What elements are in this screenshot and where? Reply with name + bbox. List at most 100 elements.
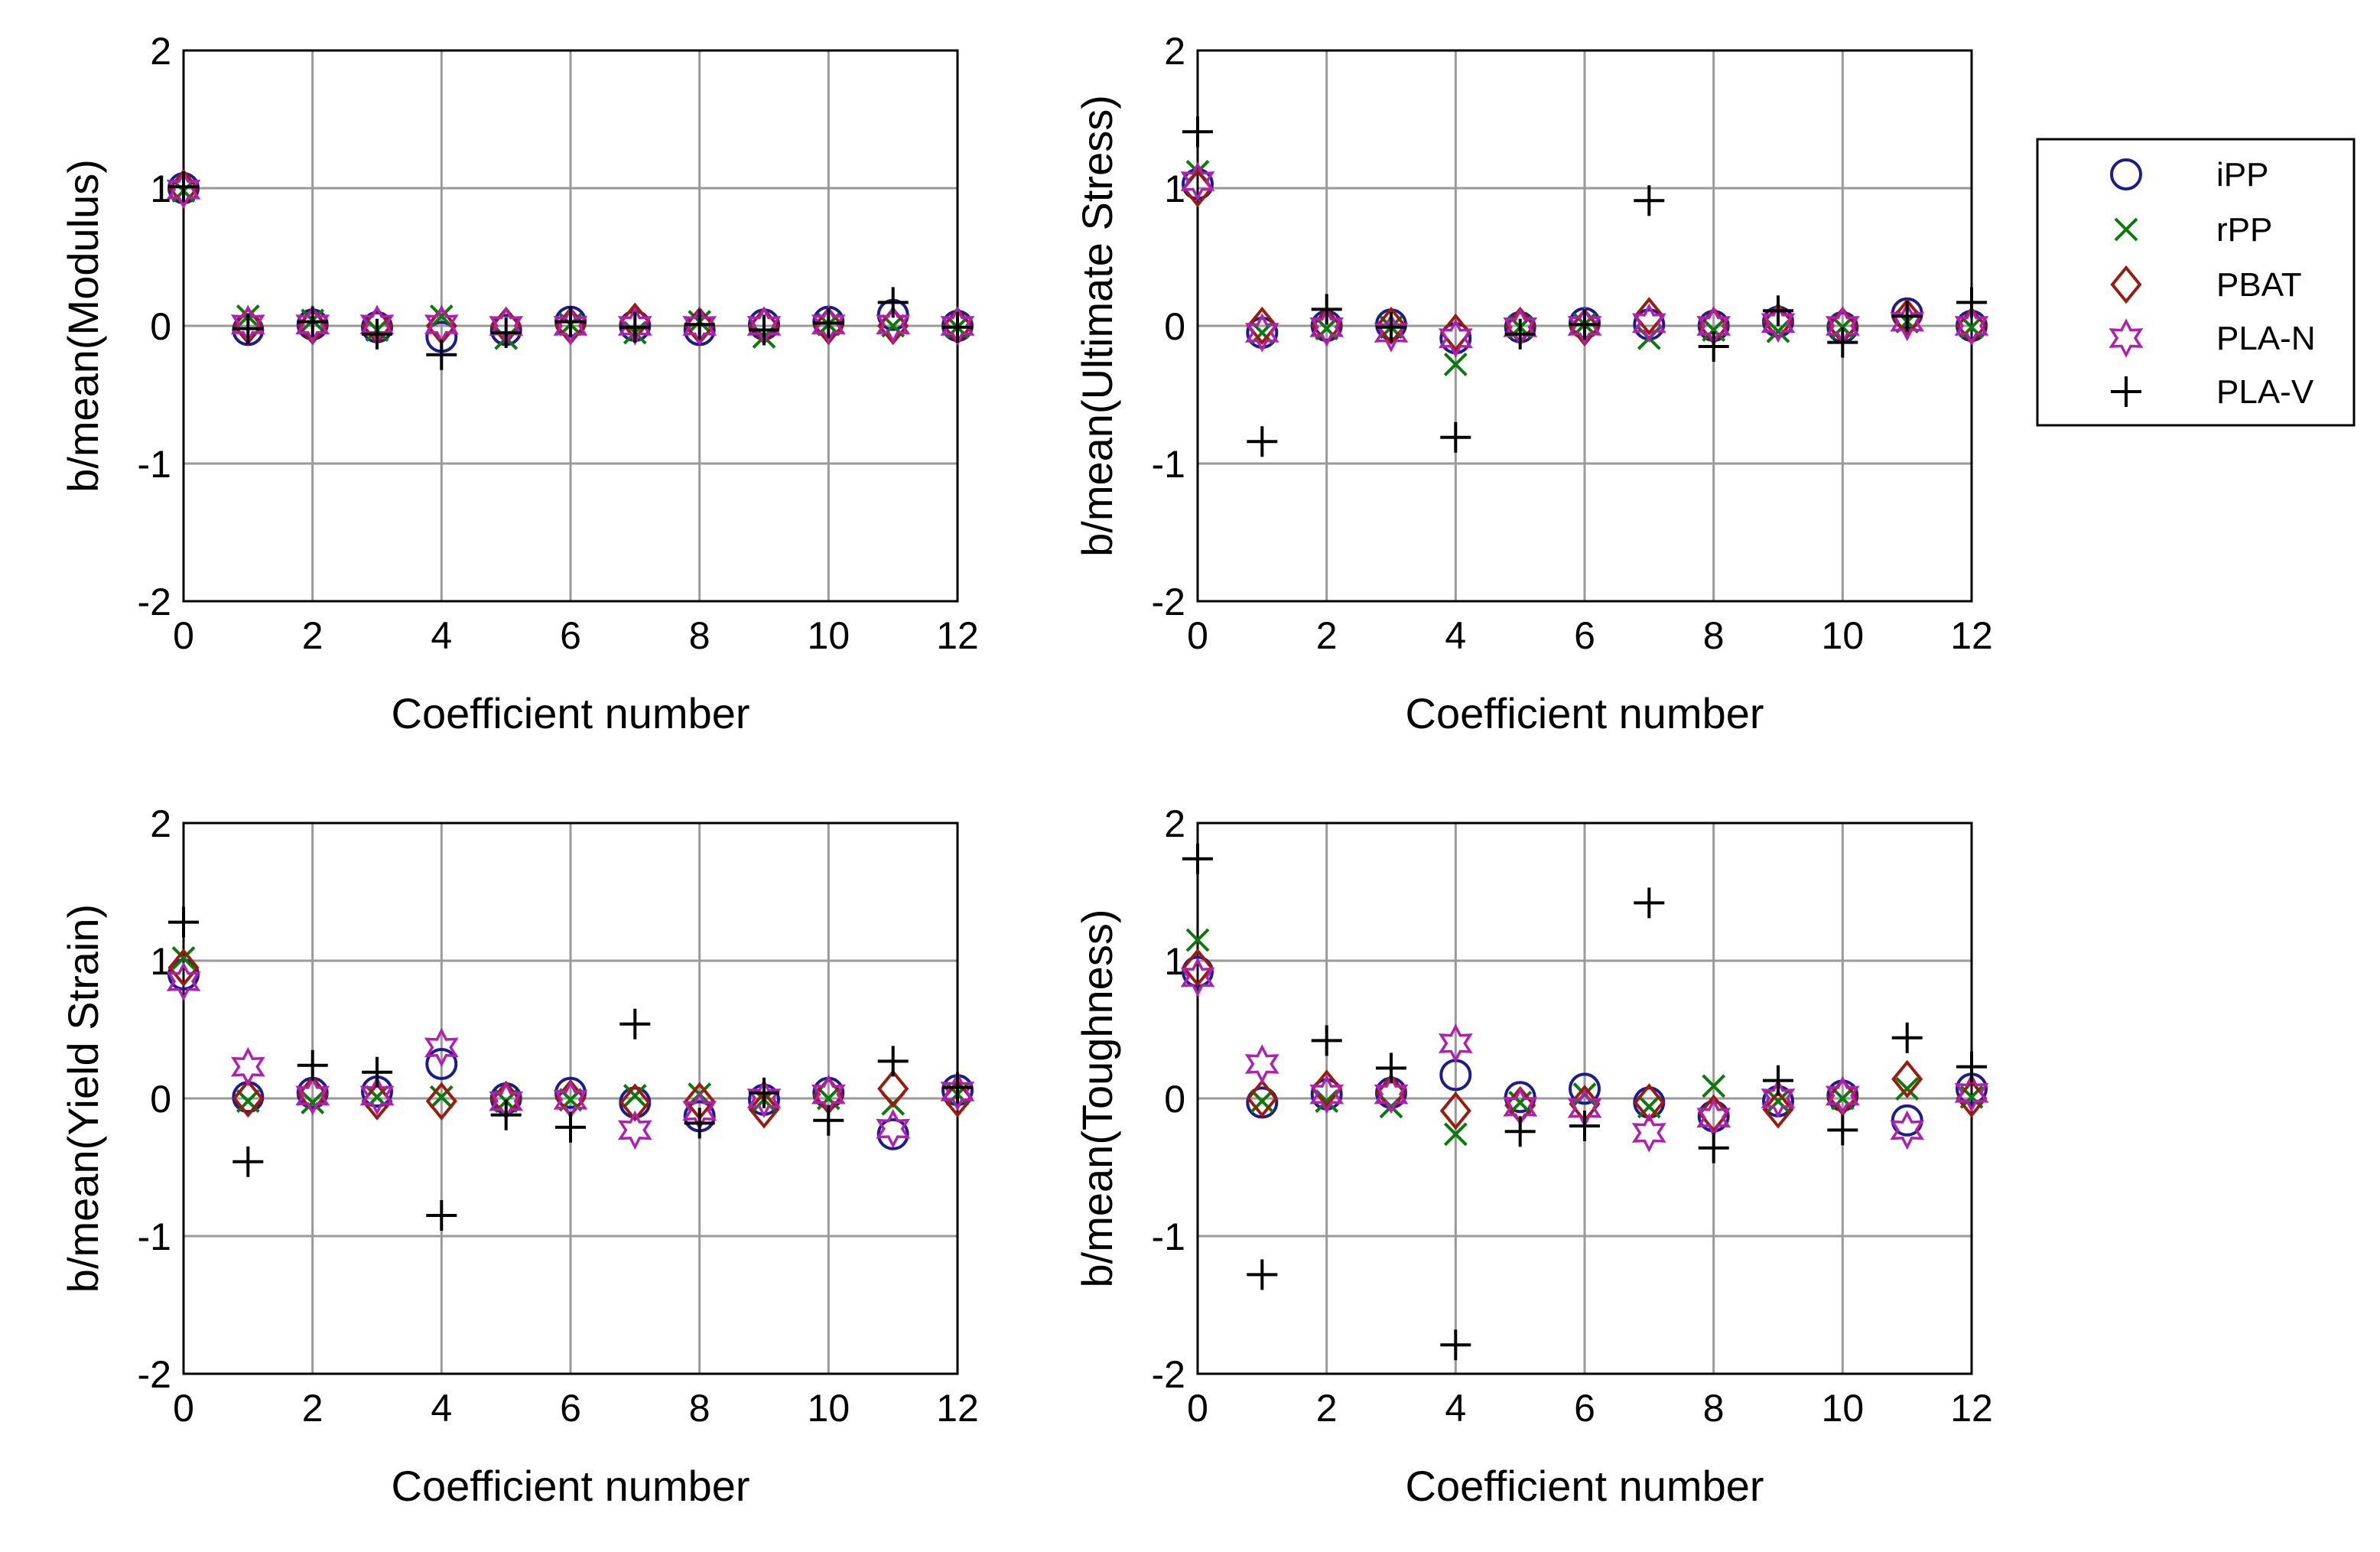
circle-marker [2110,158,2142,190]
y-tick-label: 0 [150,1078,171,1121]
data-point-pla-v [1763,295,1793,327]
legend-entry-pbat: PBAT [2110,265,2302,304]
legend-label: iPP [2216,156,2268,194]
legend: iPP rPP PBAT PLA-N PLA-V [2036,138,2356,427]
data-point-pla-v [168,171,199,203]
data-point-pla-n [1761,1079,1796,1118]
y-tick-label: -2 [1152,581,1185,623]
x-tick-label: 4 [431,614,452,657]
x-tick-label: 2 [302,614,324,657]
y-tick-label: -1 [1152,1215,1185,1258]
legend-entry-rpp: rPP [2114,211,2272,249]
x-tick-label: 2 [1316,614,1338,657]
data-point-pla-n [940,306,975,346]
data-point-pla-v [1634,887,1665,919]
data-point-pla-v [1311,1025,1342,1056]
data-point-pla-v [1504,1116,1536,1147]
data-point-pla-n [1374,1074,1409,1114]
y-tick-label: -1 [1152,443,1185,486]
x-tick-label: 6 [560,1387,581,1430]
data-point-pla-v [749,314,779,346]
x-tick-label: 2 [302,1387,324,1430]
data-point-pbat [1246,306,1278,346]
y-tick-label: 2 [150,30,171,73]
data-point-pla-v [1440,421,1471,453]
data-point-pla-n [1761,303,1796,343]
data-point-pla-n [617,1110,652,1150]
data-point-pla-n [553,306,588,346]
data-point-pla-n [1890,301,1925,342]
data-point-pbat [1246,1079,1278,1118]
data-point-pbat [1633,1083,1665,1122]
data-point-pbat [1698,1094,1730,1133]
legend-entry-ipp: iPP [2110,156,2268,194]
data-point-pla-v [555,1111,586,1143]
x-tick-label: 6 [1574,614,1595,657]
x-tick-labels: 0 2 4 6 8 10 12 [173,1387,979,1430]
x-tick-label: 4 [431,1387,452,1430]
data-point-pbat [1182,948,1214,987]
data-point-pla-v [813,307,844,339]
panel-modulus: -2 -1 0 12 0 2 4 6 8 10 12 Coefficient number b/m… [59,30,979,737]
data-point-pla-v [1956,1051,1987,1082]
data-point-pla-v [1376,311,1406,343]
data-point-pla-v [490,1099,522,1131]
data-point-pla-v [1827,327,1858,358]
data-point-pbat [877,1069,909,1108]
data-point-pbat [425,1082,457,1121]
data-point-pla-v [684,1108,715,1139]
data-point-ipp [1633,1086,1666,1119]
data-point-pla-n [1954,306,1989,346]
data-point-pla-v [1763,1065,1793,1096]
data-point-pla-v [1698,1132,1729,1163]
data-point-pla-n [359,1075,395,1116]
x-tick-label: 0 [1187,614,1208,657]
data-point-pla-n [617,306,652,346]
y-tick-label: -1 [138,443,171,486]
data-point-rpp [301,1090,325,1114]
y-tick-label: 2 [150,802,171,845]
x-tick-label: 6 [1574,1387,1595,1430]
data-point-pla-v [1311,294,1342,325]
data-point-pla-v [426,339,457,370]
x-tick-label: 12 [1950,614,1993,657]
data-point-pla-v [877,287,909,318]
legend-label: PBAT [2216,266,2302,304]
data-point-pbat [1762,1090,1794,1129]
x-tick-label: 10 [1822,614,1865,657]
legend-marker-star [2109,318,2144,358]
data-point-pla-v [684,309,715,340]
x-tick-label: 8 [689,1387,710,1430]
data-point-pla-n [166,961,201,1001]
data-point-pla-v [813,1105,844,1136]
legend-entry-pla-v: PLA-V [2111,373,2314,411]
data-point-pla-v [1569,309,1600,340]
data-point-pla-n [1825,1075,1860,1116]
x-marker [2114,217,2138,242]
data-point-pbat [1439,313,1471,353]
data-point-pla-n [811,304,846,345]
x-tick-label: 0 [173,1387,194,1430]
data-point-pla-n [1567,306,1602,346]
data-point-pla-v [168,906,199,938]
data-point-pla-n [1631,303,1666,343]
data-point-pla-v [1504,318,1536,350]
data-point-ipp [232,1081,265,1114]
x-tick-label: 8 [689,614,710,657]
data-point-pla-n [1180,161,1215,201]
data-point-pla-v [1891,301,1923,332]
data-point-pla-v [362,318,392,350]
data-point-pla-v [749,1077,779,1108]
data-point-pla-n [1244,313,1279,353]
data-marks [1180,843,1989,1361]
data-point-pla-n [1309,1074,1344,1114]
data-point-pla-v [1891,1022,1923,1053]
x-tick-label: 8 [1703,614,1725,657]
data-point-pla-n [1374,313,1409,353]
data-point-rpp [1637,1095,1661,1119]
data-point-rpp [1443,1122,1468,1147]
data-point-pbat [1891,1059,1923,1098]
